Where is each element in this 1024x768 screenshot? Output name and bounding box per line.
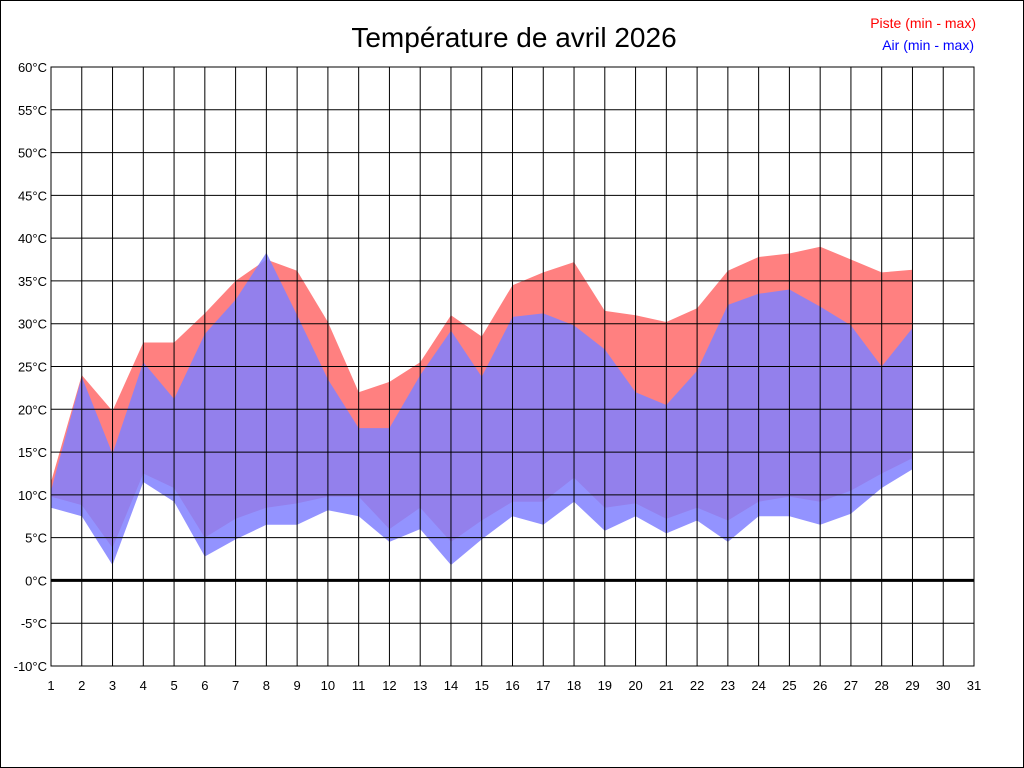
x-axis-tick-labels: 1 2 3 4 5 6 7 8 9 10 11 12 13 14 15 16 17 18 19 20 21 22 23 24 2… (47, 678, 981, 693)
x-tick-label: 27 (844, 678, 858, 693)
x-tick-label: 12 (382, 678, 396, 693)
x-tick-label: 21 (659, 678, 673, 693)
x-tick-label: 11 (352, 678, 366, 693)
x-tick-label: 5 (170, 678, 177, 693)
y-tick-label: 30°C (18, 317, 47, 332)
y-tick-label: 5°C (25, 531, 47, 546)
y-tick-label: -5°C (21, 616, 47, 631)
x-tick-label: 19 (598, 678, 612, 693)
x-tick-label: 28 (874, 678, 888, 693)
x-tick-label: 23 (721, 678, 735, 693)
x-tick-label: 16 (505, 678, 519, 693)
y-tick-label: -10°C (14, 659, 47, 674)
y-tick-label: 45°C (18, 188, 47, 203)
x-tick-label: 20 (628, 678, 642, 693)
y-tick-label: 15°C (18, 445, 47, 460)
y-tick-label: 60°C (18, 60, 47, 75)
x-tick-label: 14 (444, 678, 458, 693)
y-tick-label: 40°C (18, 231, 47, 246)
y-tick-label: 10°C (18, 488, 47, 503)
x-tick-label: 7 (232, 678, 239, 693)
y-tick-label: 55°C (18, 103, 47, 118)
x-tick-label: 8 (263, 678, 270, 693)
x-tick-label: 26 (813, 678, 827, 693)
x-tick-label: 18 (567, 678, 581, 693)
y-tick-label: 35°C (18, 274, 47, 289)
x-tick-label: 9 (294, 678, 301, 693)
y-tick-label: 0°C (25, 573, 47, 588)
y-tick-label: 20°C (18, 402, 47, 417)
x-tick-label: 24 (751, 678, 765, 693)
x-tick-label: 17 (536, 678, 550, 693)
x-tick-label: 29 (905, 678, 919, 693)
y-tick-label: 50°C (18, 146, 47, 161)
x-tick-label: 3 (109, 678, 116, 693)
x-tick-label: 25 (782, 678, 796, 693)
x-tick-label: 15 (474, 678, 488, 693)
x-tick-label: 13 (413, 678, 427, 693)
legend-air: Air (min - max) (882, 37, 974, 53)
x-tick-label: 22 (690, 678, 704, 693)
chart-title: Température de avril 2026 (351, 22, 676, 53)
x-tick-label: 30 (936, 678, 950, 693)
x-tick-label: 2 (78, 678, 85, 693)
x-tick-label: 6 (201, 678, 208, 693)
y-axis-tick-labels: 60°C 55°C 50°C 45°C 40°C 35°C 30°C 25°C 20°C 15°C… (14, 60, 47, 674)
y-tick-label: 25°C (18, 360, 47, 375)
x-tick-label: 4 (140, 678, 147, 693)
x-tick-label: 31 (967, 678, 981, 693)
chart-grid (50, 66, 975, 667)
x-tick-label: 10 (321, 678, 335, 693)
x-tick-label: 1 (47, 678, 54, 693)
legend-piste: Piste (min - max) (870, 15, 976, 31)
